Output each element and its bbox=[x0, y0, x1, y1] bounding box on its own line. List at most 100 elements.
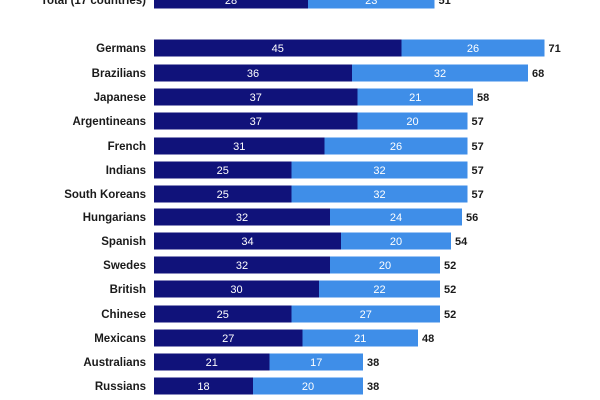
segment-value-label: 31 bbox=[233, 141, 245, 153]
bar-row: Russians 18 20 38 bbox=[95, 377, 379, 395]
bar-segment-dark bbox=[154, 232, 341, 250]
segment-value-label: 27 bbox=[222, 333, 234, 345]
segment-value-label: 26 bbox=[390, 141, 402, 153]
segment-value-label: 21 bbox=[354, 333, 366, 345]
segment-value-label: 32 bbox=[373, 165, 385, 177]
bar-row: Total (17 countries) 28 23 51 bbox=[41, 0, 451, 9]
segment-value-label: 20 bbox=[302, 381, 314, 393]
bar-row: Hungarians 32 24 56 bbox=[83, 208, 478, 226]
bar-segment-light bbox=[302, 329, 418, 347]
segment-value-label: 20 bbox=[406, 116, 418, 128]
bar-segment-light bbox=[253, 377, 363, 395]
category-label: Mexicans bbox=[94, 333, 146, 345]
segment-value-label: 36 bbox=[247, 68, 259, 80]
bar-segment-dark bbox=[154, 39, 402, 57]
bar-segment-dark bbox=[154, 88, 358, 106]
segment-value-label: 24 bbox=[390, 212, 402, 224]
segment-value-label: 45 bbox=[272, 43, 284, 55]
total-value-label: 68 bbox=[532, 68, 544, 80]
category-label: Spanish bbox=[101, 236, 146, 248]
bar-segment-dark bbox=[154, 161, 292, 179]
bar-segment-dark bbox=[154, 112, 358, 130]
segment-value-label: 22 bbox=[373, 284, 385, 296]
segment-value-label: 20 bbox=[379, 260, 391, 272]
bar-segment-dark bbox=[154, 256, 330, 274]
category-label: Japanese bbox=[94, 92, 146, 104]
total-value-label: 58 bbox=[477, 92, 489, 104]
bar-row: Indians 25 32 57 bbox=[106, 161, 484, 179]
bar-row: Australians 21 17 38 bbox=[83, 353, 379, 371]
bar-segment-light bbox=[330, 256, 440, 274]
category-label: French bbox=[108, 141, 146, 153]
bar-segment-dark bbox=[154, 0, 308, 9]
category-label: Total (17 countries) bbox=[41, 0, 146, 7]
segment-value-label: 26 bbox=[467, 43, 479, 55]
total-value-label: 57 bbox=[472, 116, 484, 128]
segment-value-label: 21 bbox=[409, 92, 421, 104]
total-value-label: 54 bbox=[455, 236, 468, 248]
bar-segment-light bbox=[357, 88, 473, 106]
segment-value-label: 28 bbox=[225, 0, 237, 7]
bar-row: Mexicans 27 21 48 bbox=[94, 329, 434, 347]
segment-value-label: 18 bbox=[197, 381, 209, 393]
category-label: Argentineans bbox=[73, 116, 147, 128]
segment-value-label: 25 bbox=[217, 189, 229, 201]
category-label: South Koreans bbox=[64, 189, 146, 201]
segment-value-label: 37 bbox=[250, 116, 262, 128]
segment-value-label: 30 bbox=[230, 284, 242, 296]
segment-value-label: 25 bbox=[217, 309, 229, 321]
bar-segment-dark bbox=[154, 280, 319, 298]
segment-value-label: 21 bbox=[206, 357, 218, 369]
bar-segment-dark bbox=[154, 208, 330, 226]
segment-value-label: 34 bbox=[241, 236, 253, 248]
category-label: Russians bbox=[95, 381, 146, 393]
bar-segment-light bbox=[269, 353, 363, 371]
total-value-label: 56 bbox=[466, 212, 478, 224]
segment-value-label: 20 bbox=[390, 236, 402, 248]
bar-segment-light bbox=[291, 305, 440, 323]
segment-value-label: 17 bbox=[310, 357, 322, 369]
category-label: Australians bbox=[83, 357, 146, 369]
total-value-label: 38 bbox=[367, 357, 379, 369]
bar-segment-dark bbox=[154, 377, 253, 395]
bar-segment-light bbox=[324, 137, 468, 155]
total-value-label: 57 bbox=[472, 165, 484, 177]
category-label: Germans bbox=[96, 43, 146, 55]
total-value-label: 48 bbox=[422, 333, 434, 345]
bar-row: Argentineans 37 20 57 bbox=[73, 112, 484, 130]
bar-segment-light bbox=[291, 185, 468, 203]
category-label: Swedes bbox=[103, 260, 146, 272]
bar-segment-dark bbox=[154, 137, 325, 155]
segment-value-label: 23 bbox=[365, 0, 377, 7]
total-value-label: 51 bbox=[439, 0, 451, 7]
total-value-label: 57 bbox=[472, 141, 484, 153]
segment-value-label: 25 bbox=[217, 165, 229, 177]
bar-segment-dark bbox=[154, 329, 303, 347]
bar-row: Brazilians 36 32 68 bbox=[92, 64, 544, 82]
total-value-label: 52 bbox=[444, 260, 456, 272]
total-value-label: 52 bbox=[444, 309, 456, 321]
category-label: Indians bbox=[106, 165, 146, 177]
category-label: Brazilians bbox=[92, 68, 146, 80]
bar-segment-dark bbox=[154, 185, 292, 203]
bar-segment-light bbox=[357, 112, 468, 130]
total-value-label: 38 bbox=[367, 381, 379, 393]
segment-value-label: 27 bbox=[360, 309, 372, 321]
bar-segment-light bbox=[291, 161, 468, 179]
bar-segment-light bbox=[352, 64, 528, 82]
bar-segment-dark bbox=[154, 353, 270, 371]
bar-row: Germans 45 26 71 bbox=[96, 39, 561, 57]
segment-value-label: 32 bbox=[373, 189, 385, 201]
bar-row: South Koreans 25 32 57 bbox=[64, 185, 484, 203]
segment-value-label: 32 bbox=[434, 68, 446, 80]
bar-segment-light bbox=[308, 0, 435, 9]
bar-segment-light bbox=[330, 208, 462, 226]
bar-segment-dark bbox=[154, 64, 352, 82]
total-value-label: 57 bbox=[472, 189, 484, 201]
segment-value-label: 32 bbox=[236, 212, 248, 224]
category-label: Hungarians bbox=[83, 212, 146, 224]
category-label: British bbox=[110, 284, 146, 296]
bar-row: French 31 26 57 bbox=[108, 137, 484, 155]
total-value-label: 52 bbox=[444, 284, 456, 296]
